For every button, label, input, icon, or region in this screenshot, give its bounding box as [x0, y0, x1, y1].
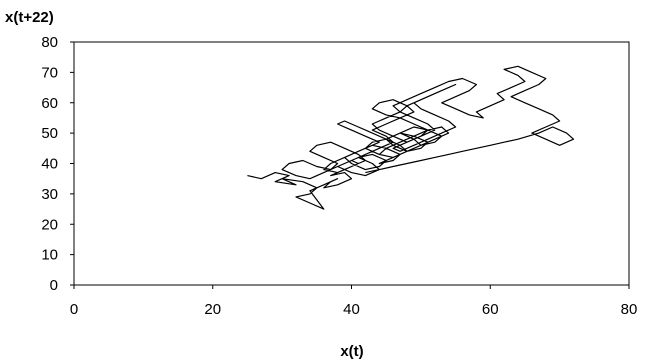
x-tick-label: 0 [70, 301, 78, 318]
series-layer [247, 65, 575, 210]
y-axis-title: x(t+22) [5, 9, 54, 26]
y-tick-label: 10 [41, 247, 58, 264]
y-axis-ticks: 0 10 20 30 40 50 60 70 80 [41, 34, 74, 294]
x-tick-label: 40 [343, 301, 360, 318]
y-tick-label: 60 [41, 95, 58, 112]
x-tick-label: 20 [204, 301, 221, 318]
y-tick-label: 20 [41, 216, 58, 233]
y-tick-label: 0 [50, 277, 58, 294]
x-tick-label: 80 [621, 301, 638, 318]
x-axis-ticks: 0 20 40 60 80 [70, 285, 638, 318]
x-tick-label: 60 [482, 301, 499, 318]
y-tick-label: 40 [41, 156, 58, 173]
y-tick-label: 80 [41, 34, 58, 51]
y-tick-label: 50 [41, 125, 58, 142]
y-tick-label: 70 [41, 64, 58, 81]
x-axis-title: x(t) [340, 343, 363, 360]
y-tick-label: 30 [41, 186, 58, 203]
series-line [247, 65, 575, 210]
